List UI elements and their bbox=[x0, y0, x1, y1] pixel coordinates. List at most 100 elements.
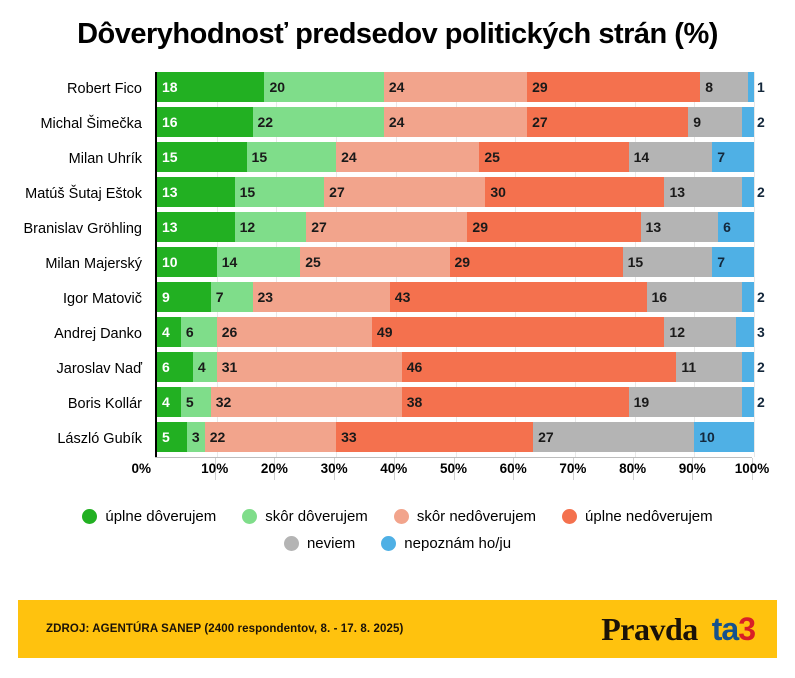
legend-swatch-icon bbox=[562, 509, 578, 524]
bar-value-label: 6 bbox=[162, 359, 170, 375]
bar-value-label: 3 bbox=[756, 324, 765, 340]
legend-swatch-icon bbox=[283, 536, 299, 551]
legend-label: skôr dôverujem bbox=[265, 508, 368, 525]
bar-value-label: 15 bbox=[627, 254, 644, 270]
bar-value-label: 25 bbox=[484, 149, 500, 165]
axis-tick-label: 0% bbox=[131, 461, 151, 476]
bar-value-label: 1 bbox=[756, 79, 765, 95]
axis-tick bbox=[513, 458, 515, 480]
bar-segment: 22 bbox=[204, 422, 337, 452]
category-label: Robert Fico bbox=[67, 81, 142, 97]
legend-item[interactable]: úplne dôverujem bbox=[82, 508, 216, 525]
bar-value-label: 27 bbox=[311, 219, 327, 235]
axis-tick-label: 70% bbox=[559, 461, 587, 476]
bar-segment: 13 bbox=[157, 177, 235, 207]
bar-value-label: 31 bbox=[221, 359, 238, 375]
bar-segment: 3 bbox=[736, 317, 765, 347]
bar-value-label: 4 bbox=[162, 394, 170, 410]
bar-segment: 6 bbox=[157, 352, 193, 382]
bar-value-label: 27 bbox=[538, 429, 554, 445]
bar-value-label: 16 bbox=[162, 114, 178, 130]
bar-value-label: 8 bbox=[705, 79, 714, 95]
bar-value-label: 4 bbox=[197, 359, 206, 375]
legend-row-1: úplne dôverujem skôr dôverujem skôr nedôve… bbox=[0, 508, 795, 525]
bar-segment: 14 bbox=[216, 247, 301, 277]
bar-value-label: 7 bbox=[215, 289, 224, 305]
ta3-logo-a: a bbox=[721, 610, 739, 647]
legend-label: skôr nedôverujem bbox=[416, 508, 537, 525]
bar-value-label: 12 bbox=[669, 324, 685, 340]
bar-row: 4 6 26 49 12 3 bbox=[157, 317, 765, 352]
bar-segment: 23 bbox=[252, 282, 390, 312]
legend-item[interactable]: neviem bbox=[283, 535, 355, 552]
bar-segment: 13 bbox=[664, 177, 743, 207]
bar-value-label: 5 bbox=[185, 394, 194, 410]
ta3-logo: ta3 bbox=[712, 610, 756, 648]
legend-item[interactable]: úplne nedôverujem bbox=[562, 508, 713, 525]
axis-tick-label: 10% bbox=[201, 461, 229, 476]
category-label: Matúš Šutaj Eštok bbox=[25, 186, 142, 202]
bar-value-label: 33 bbox=[341, 429, 357, 445]
category-label: Jaroslav Naď bbox=[56, 361, 142, 377]
bar-row: 16 22 24 27 9 2 bbox=[157, 107, 765, 142]
bar-value-label: 29 bbox=[472, 219, 488, 235]
axis-tick bbox=[692, 458, 694, 480]
bar-value-label: 10 bbox=[699, 429, 715, 445]
bar-segment: 2 bbox=[742, 107, 765, 137]
bar-segment: 32 bbox=[210, 387, 402, 417]
legend-swatch-icon bbox=[82, 509, 98, 524]
bar-value-label: 29 bbox=[454, 254, 471, 270]
legend-item[interactable]: skôr nedôverujem bbox=[393, 508, 537, 525]
bar-segment: 6 bbox=[180, 317, 217, 347]
bar-value-label: 2 bbox=[756, 394, 765, 410]
legend-swatch-icon bbox=[381, 536, 397, 551]
bar-value-label: 11 bbox=[681, 359, 697, 375]
axis-tick bbox=[393, 458, 395, 480]
bar-value-label: 22 bbox=[257, 114, 274, 130]
axis-tick-label: 40% bbox=[380, 461, 408, 476]
bar-value-label: 6 bbox=[185, 324, 194, 340]
bar-segment: 9 bbox=[688, 107, 743, 137]
bar-segment: 10 bbox=[157, 247, 217, 277]
bar-segment: 7 bbox=[712, 247, 754, 277]
bar-segment: 15 bbox=[622, 247, 713, 277]
bar-segment: 10 bbox=[694, 422, 754, 452]
bar-value-label: 18 bbox=[162, 79, 178, 95]
bar-row: 15 15 24 25 14 7 bbox=[157, 142, 754, 177]
axis-tick-label: 60% bbox=[499, 461, 527, 476]
bar-value-label: 27 bbox=[532, 114, 548, 130]
bar-segment: 15 bbox=[246, 142, 337, 172]
bar-segment: 24 bbox=[383, 72, 528, 102]
bar-segment: 15 bbox=[234, 177, 325, 207]
bar-value-label: 7 bbox=[717, 149, 725, 165]
bar-segment: 19 bbox=[628, 387, 743, 417]
bar-value-label: 7 bbox=[717, 254, 725, 270]
bar-segment: 1 bbox=[747, 72, 765, 102]
bar-segment: 2 bbox=[742, 352, 765, 382]
bar-segment: 29 bbox=[467, 212, 641, 242]
bar-value-label: 49 bbox=[376, 324, 393, 340]
bar-value-label: 15 bbox=[251, 149, 268, 165]
legend-item[interactable]: nepoznám ho/ju bbox=[381, 535, 511, 552]
bar-segment: 29 bbox=[527, 72, 701, 102]
bar-value-label: 16 bbox=[651, 289, 668, 305]
bar-segment: 49 bbox=[371, 317, 665, 347]
brand-logos: Pravda ta3 bbox=[601, 610, 756, 648]
bar-segment: 14 bbox=[628, 142, 713, 172]
bar-value-label: 24 bbox=[388, 114, 405, 130]
legend-item[interactable]: skôr dôverujem bbox=[242, 508, 368, 525]
bar-value-label: 14 bbox=[221, 254, 238, 270]
bar-segment: 16 bbox=[646, 282, 743, 312]
value-axis: 0% 10% 20% 30% 40% 50% 60% 70% 80% 90% 100% bbox=[131, 457, 769, 487]
bar-segment: 24 bbox=[383, 107, 528, 137]
bar-value-label: 2 bbox=[756, 114, 765, 130]
legend-swatch-icon bbox=[393, 509, 409, 524]
bar-value-label: 26 bbox=[221, 324, 238, 340]
category-label: Milan Majerský bbox=[45, 256, 142, 272]
bar-value-label: 4 bbox=[162, 324, 170, 340]
bar-value-label: 29 bbox=[532, 79, 548, 95]
axis-tick bbox=[453, 458, 455, 480]
bar-value-label: 10 bbox=[162, 254, 178, 270]
bar-value-label: 25 bbox=[305, 254, 321, 270]
